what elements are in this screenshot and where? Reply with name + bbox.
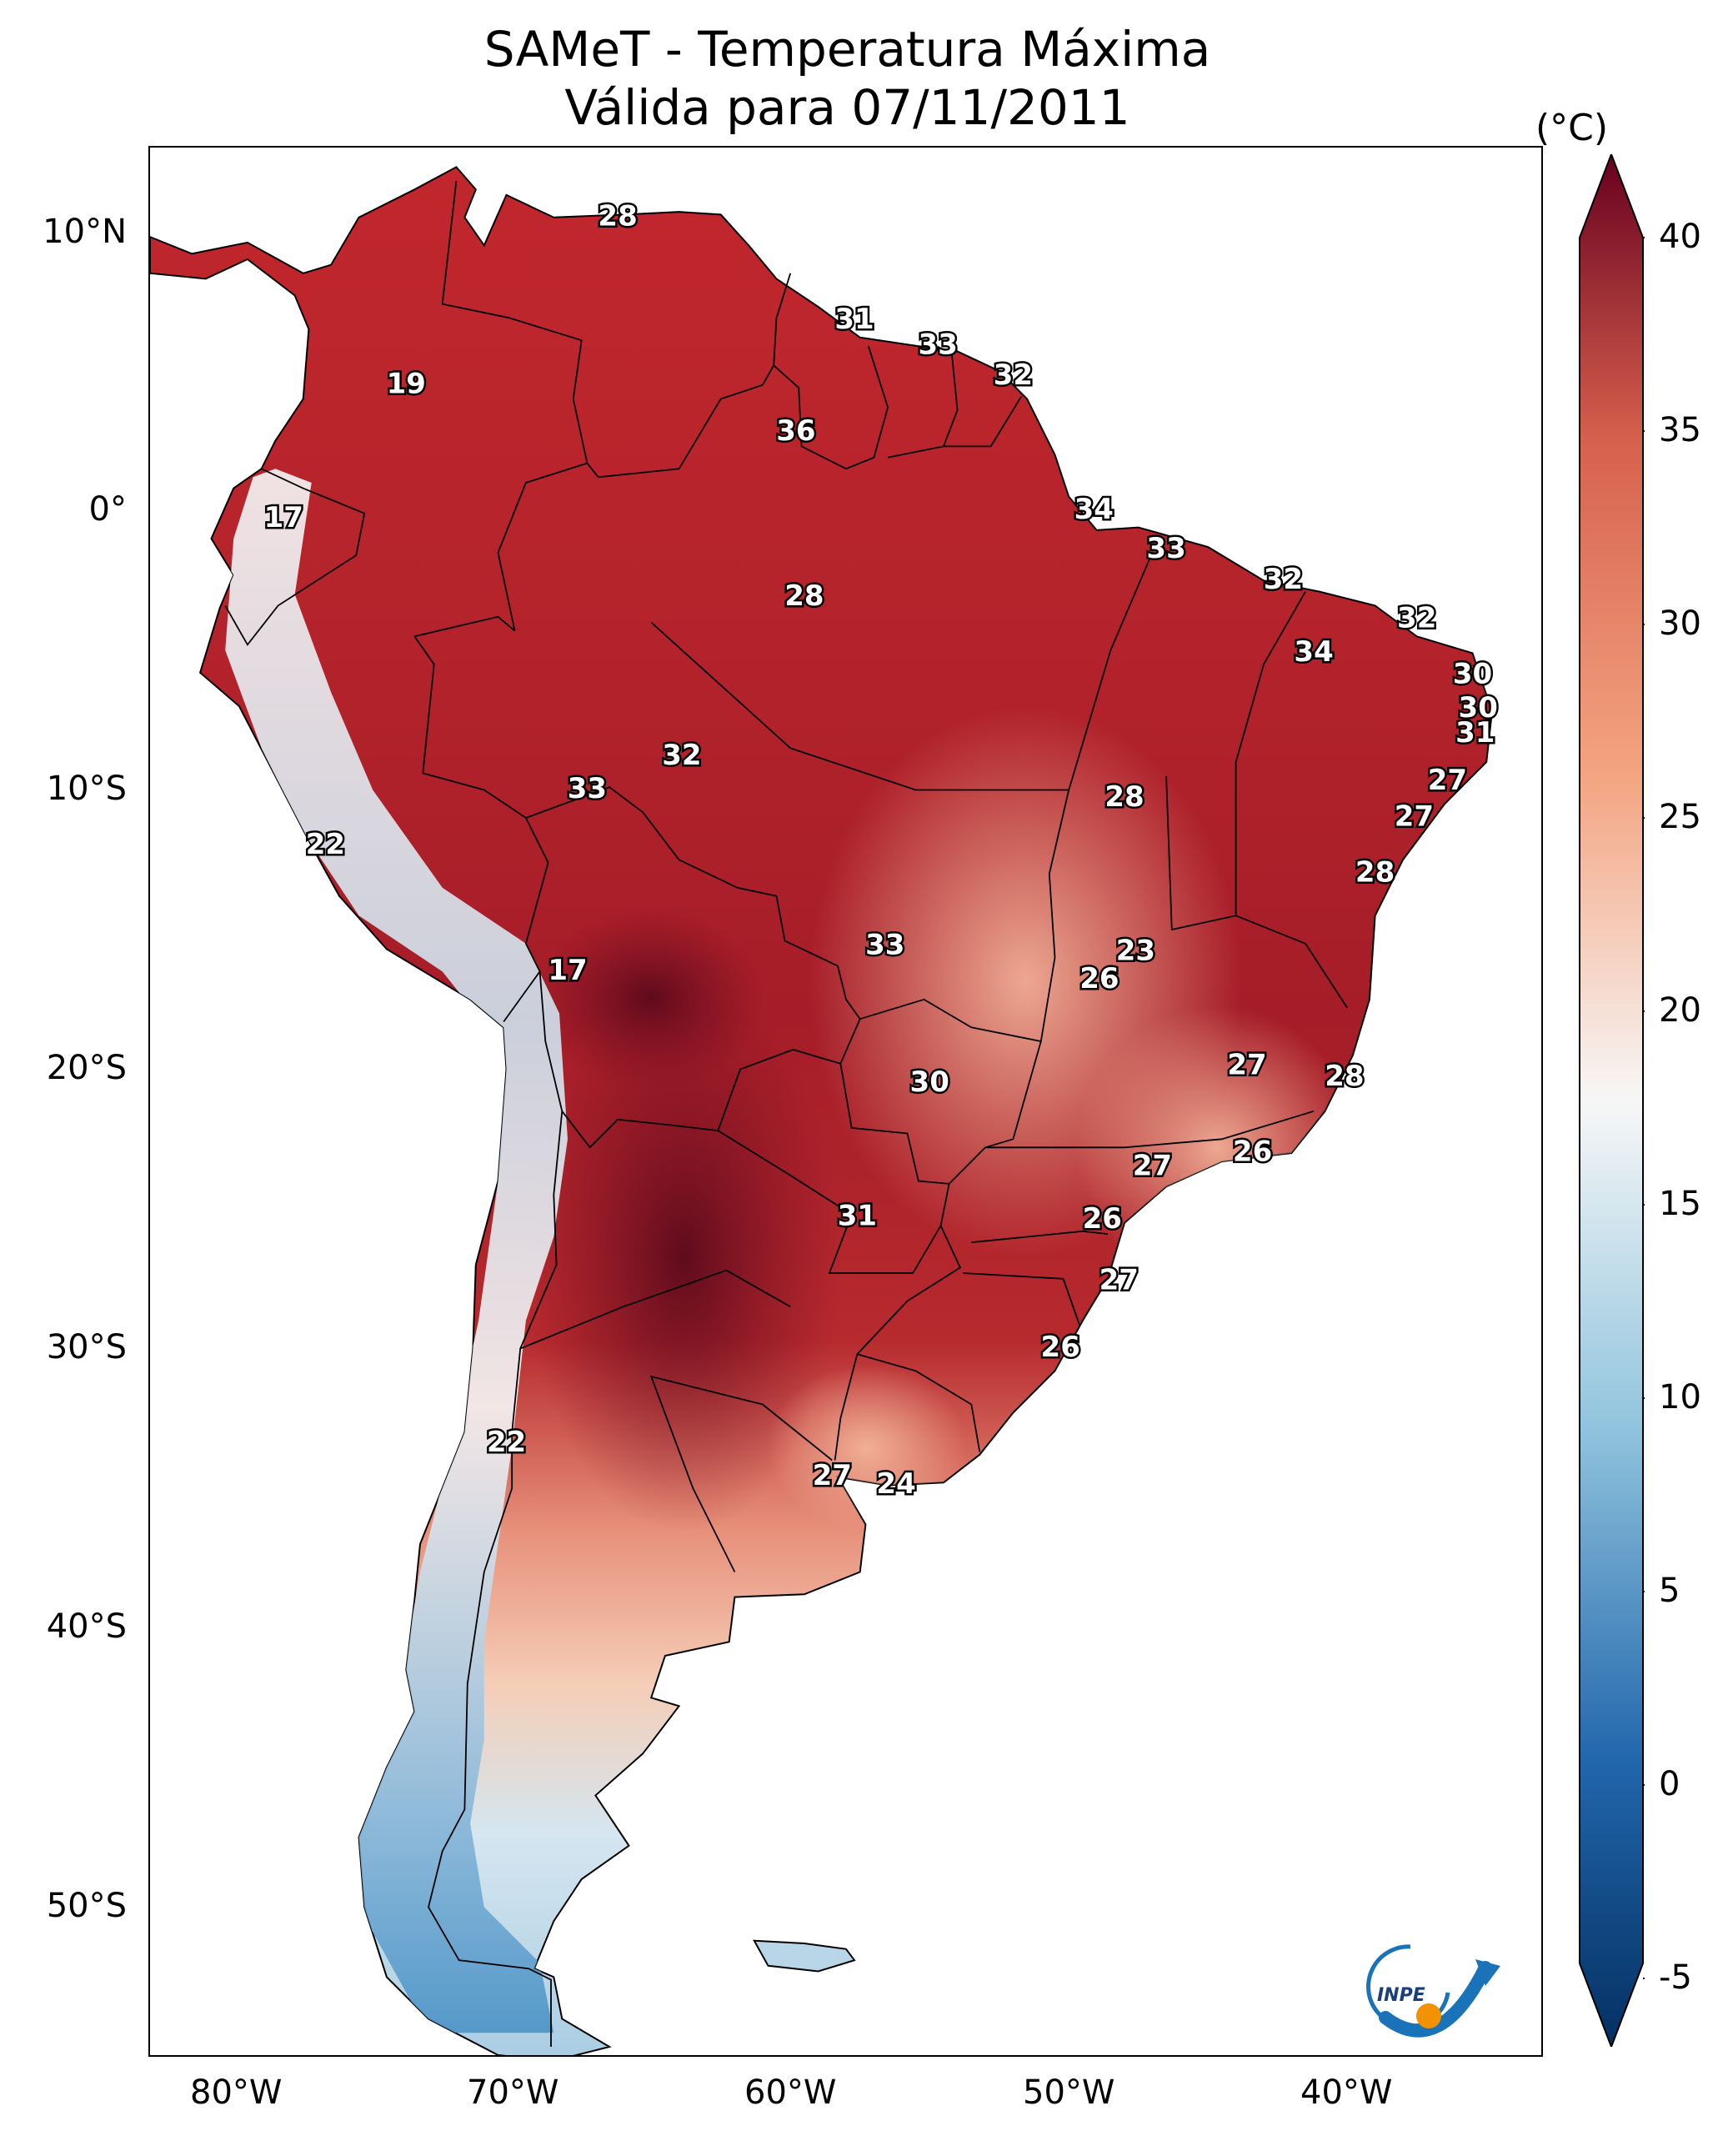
station-temperature-label: 26 [1041, 1331, 1080, 1364]
station-temperature-label: 33 [865, 929, 904, 962]
station-temperature-label: 31 [1455, 716, 1495, 750]
station-temperature-label: 32 [1397, 602, 1436, 635]
colorbar-unit: (°C) [1535, 107, 1609, 149]
colorbar-tick-25: 25 [1659, 798, 1701, 836]
map-title: SAMeT - Temperatura Máxima Válida para 0… [150, 20, 1545, 137]
station-temperature-label: 17 [548, 954, 587, 987]
lat-label-50s: 50°S [46, 1887, 127, 1925]
station-temperature-label: 34 [1074, 493, 1114, 526]
station-temperature-label: 32 [1264, 563, 1303, 596]
lat-label-20s: 20°S [46, 1049, 127, 1087]
station-temperature-label: 27 [813, 1459, 852, 1492]
station-temperature-label: 30 [910, 1065, 949, 1099]
station-temperature-label: 28 [1104, 780, 1144, 814]
station-temperature-label: 36 [776, 414, 815, 448]
station-temperature-label: 22 [306, 828, 345, 861]
colorbar-tick-minus5: -5 [1659, 1958, 1692, 1997]
colorbar-tick-15: 15 [1659, 1185, 1701, 1223]
station-temperature-label: 27 [1395, 800, 1434, 834]
inpe-logo: INPE [1366, 1944, 1500, 2038]
falkland-islands [753, 1939, 856, 1973]
station-temperature-label: 28 [784, 579, 824, 613]
hot-zone-chaco [525, 981, 842, 1532]
mild-zone-uruguay [767, 1365, 967, 1532]
station-temperature-label: 24 [876, 1467, 915, 1501]
country-borders [224, 181, 1348, 2047]
station-temperature-label: 27 [1099, 1264, 1139, 1297]
station-temperature-label: 34 [1294, 635, 1333, 669]
station-temperature-label: 28 [598, 199, 637, 233]
hot-zone-bolivia [533, 906, 767, 1090]
station-temperature-label: 26 [1079, 962, 1119, 995]
andes-cold-band [225, 469, 568, 2033]
colorbar-tick-30: 30 [1659, 604, 1701, 643]
station-temperature-label: 27 [1428, 764, 1467, 797]
title-line-1: SAMeT - Temperatura Máxima [483, 21, 1211, 78]
station-temperature-label: 17 [264, 501, 303, 534]
south-america-temperature-field [150, 166, 1493, 2055]
station-temperature-label: 26 [1083, 1202, 1122, 1236]
station-temperature-label: 26 [1233, 1136, 1272, 1169]
colorbar-tick-35: 35 [1659, 411, 1701, 449]
lon-label-50w: 50°W [1023, 2073, 1115, 2112]
station-temperature-label: 32 [662, 739, 701, 772]
map-panel[interactable]: 28 19 31 33 32 36 17 34 33 32 28 32 34 30 30 31 32 27 33 28… [148, 146, 1543, 2057]
colorbar-tick-10: 10 [1659, 1378, 1701, 1416]
station-temperature-label: 31 [834, 303, 874, 336]
lat-label-30s: 30°S [46, 1328, 127, 1366]
station-temperature-label: 32 [994, 358, 1033, 392]
colorbar [1579, 154, 1645, 2047]
colorbar-tick-40: 40 [1659, 218, 1701, 256]
lon-label-40w: 40°W [1300, 2073, 1393, 2112]
station-temperature-label: 30 [1459, 691, 1498, 725]
station-temperature-label: 30 [1453, 658, 1492, 691]
station-temperature-label: 31 [838, 1200, 877, 1233]
station-temperature-label: 23 [1116, 934, 1155, 967]
station-temperature-label: 28 [1355, 856, 1395, 890]
station-temperature-label: 19 [387, 367, 426, 400]
lon-label-80w: 80°W [190, 2073, 283, 2112]
station-temperature-label: 28 [1325, 1060, 1364, 1093]
station-temperature-label: 33 [1146, 532, 1185, 565]
station-temperature-label: 33 [919, 328, 958, 361]
lon-label-60w: 60°W [744, 2073, 837, 2112]
lat-label-10s: 10°S [46, 770, 127, 808]
inpe-logo-text: INPE [1377, 1985, 1425, 2006]
lat-label-10n: 10°N [43, 213, 127, 251]
lat-label-0: 0° [88, 490, 127, 529]
station-temperature-label: 22 [487, 1426, 526, 1459]
colorbar-body [1579, 154, 1644, 2047]
lon-label-70w: 70°W [467, 2073, 559, 2112]
colorbar-tick-5: 5 [1659, 1572, 1680, 1610]
station-temperature-label: 27 [1227, 1049, 1266, 1082]
colorbar-tick-0: 0 [1659, 1765, 1680, 1803]
lat-label-40s: 40°S [46, 1607, 127, 1646]
station-temperature-label: 27 [1133, 1149, 1172, 1182]
title-line-2: Válida para 07/11/2011 [564, 79, 1130, 136]
colorbar-tick-20: 20 [1659, 991, 1701, 1030]
station-temperature-label: 33 [568, 772, 607, 805]
